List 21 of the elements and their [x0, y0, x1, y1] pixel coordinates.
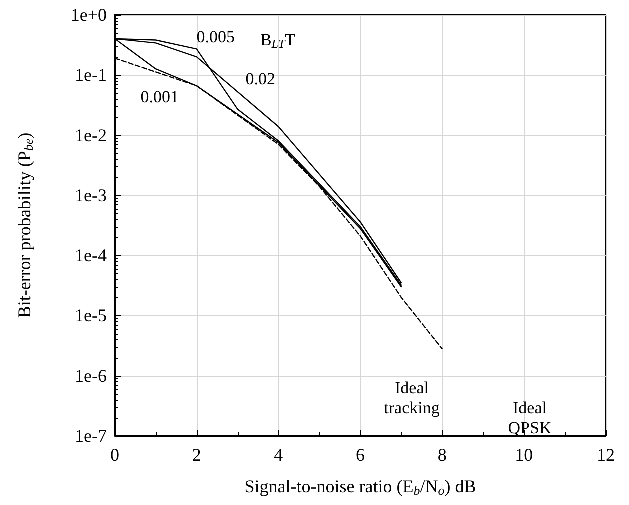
x-tick-label: 10 [515, 445, 534, 465]
y-tick-label: 1e-2 [75, 125, 107, 146]
y-tick-label: 1e+0 [70, 5, 107, 25]
y-tick-label: 1e-1 [75, 65, 107, 86]
annotation: Ideal tracking [384, 378, 440, 418]
y-tick-label: 1e-6 [75, 366, 107, 386]
annotation: 0.02 [246, 69, 276, 88]
x-tick-label: 0 [110, 445, 120, 465]
x-tick-label: 2 [192, 445, 202, 465]
y-tick-label: 1e-3 [75, 185, 107, 206]
annotation: 0.001 [140, 88, 180, 107]
x-tick-label: 6 [356, 445, 365, 465]
y-tick-label: 1e-5 [75, 306, 107, 326]
x-tick-label: 8 [438, 445, 447, 465]
y-tick-label: 1e-7 [75, 426, 107, 446]
y-tick-label: 1e-4 [75, 246, 107, 266]
x-tick-label: 12 [597, 445, 615, 465]
annotation: 0.005 [196, 28, 235, 47]
x-tick-label: 4 [274, 445, 284, 465]
annotation: Ideal QPSK [508, 398, 552, 438]
y-axis-title: Bit-error probability (Pbe) [14, 132, 36, 318]
